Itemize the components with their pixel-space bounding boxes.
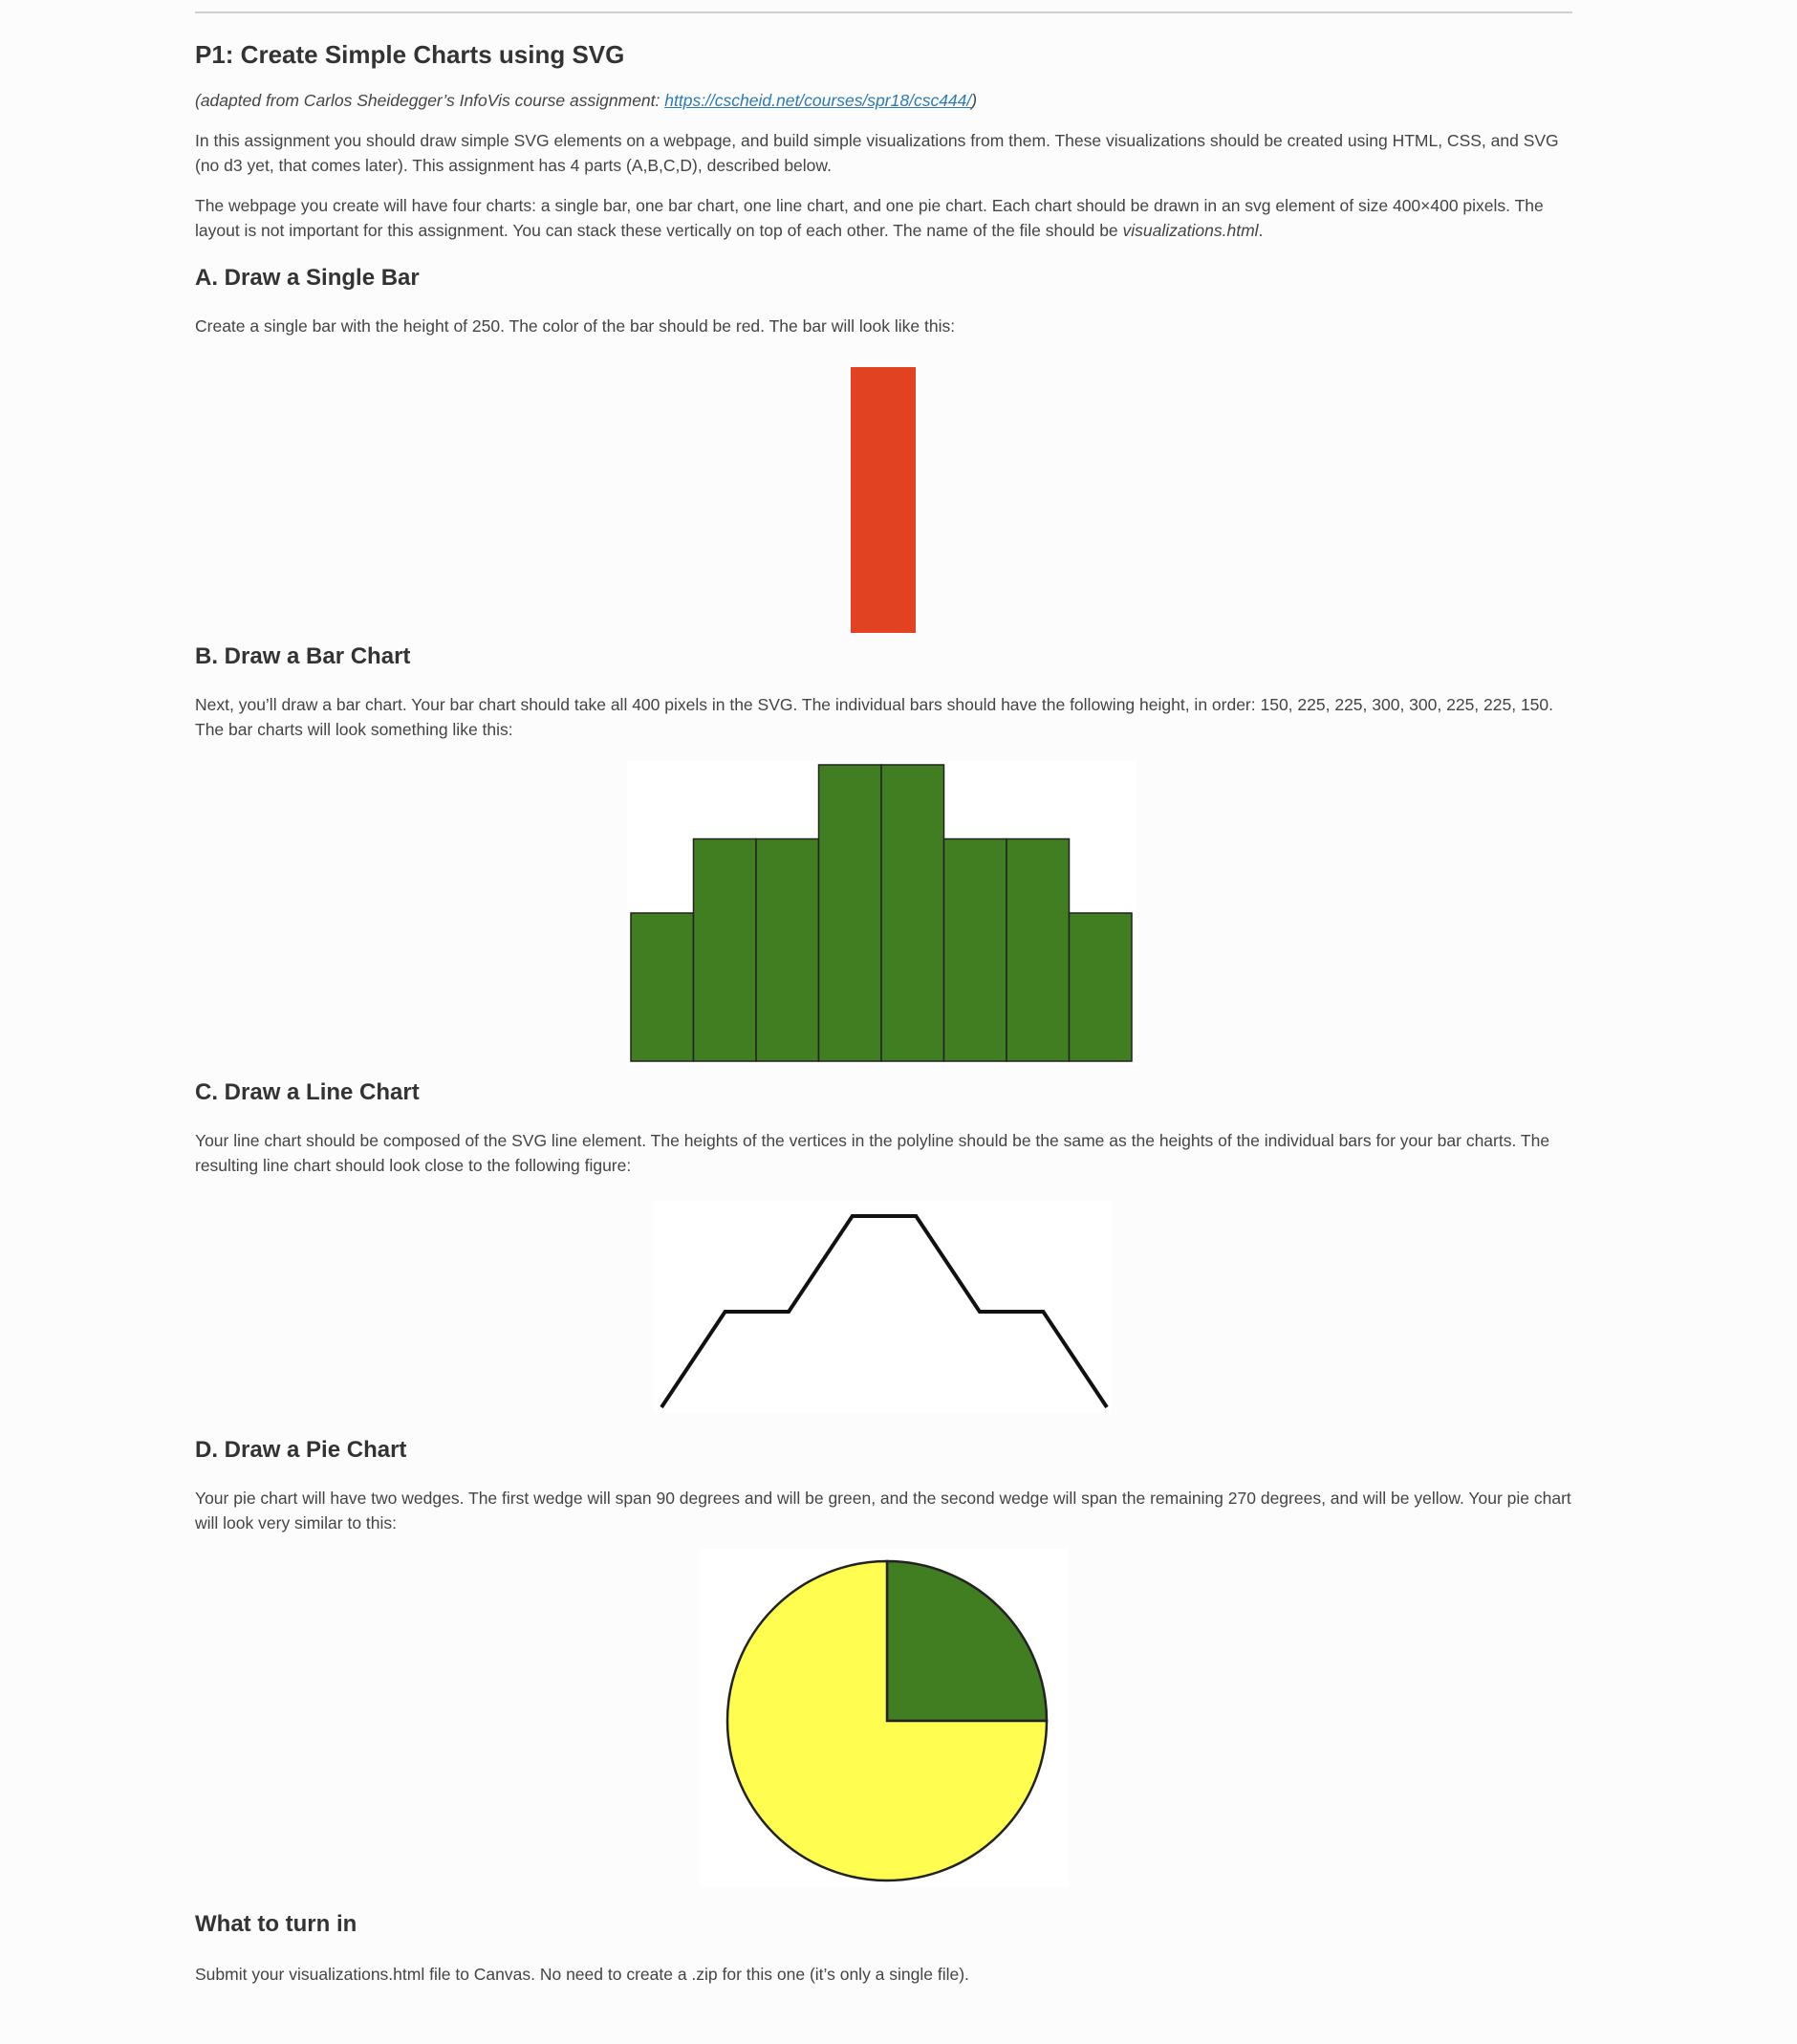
bar-2 — [692, 837, 757, 1062]
pie-slice-1 — [885, 1559, 1049, 1723]
bar-8 — [1068, 912, 1133, 1062]
layout-text-after: . — [1258, 221, 1264, 240]
single-bar-chart — [851, 367, 916, 633]
single-bar-figure — [195, 350, 1572, 637]
line-series — [660, 1214, 1109, 1409]
pie-chart — [700, 1549, 1069, 1887]
document-page: P1: Create Simple Charts using SVG (adap… — [195, 0, 1572, 1987]
top-divider — [195, 11, 1572, 13]
section-d-text: Your pie chart will have two wedges. The… — [195, 1489, 1571, 1533]
filename-text: visualizations.html — [1122, 221, 1259, 240]
turn-in-text: Submit your visualizations.html file to … — [195, 1965, 969, 1984]
bar-6 — [942, 837, 1007, 1062]
bar-1 — [630, 912, 695, 1062]
credit-note: (adapted from Carlos Sheidegger’s InfoVi… — [195, 88, 1572, 113]
pie-slice-2 — [725, 1559, 1049, 1882]
line-chart-figure — [195, 1201, 1572, 1415]
course-link[interactable]: https://cscheid.net/courses/spr18/csc444… — [664, 91, 972, 110]
single-bar — [851, 367, 916, 633]
section-c-heading: C. Draw a Line Chart — [195, 1079, 420, 1105]
section-a-text: Create a single bar with the height of 2… — [195, 316, 956, 336]
intro-paragraph: In this assignment you should draw simpl… — [195, 131, 1559, 175]
turn-in-heading: What to turn in — [195, 1911, 357, 1937]
credit-suffix: ) — [971, 91, 978, 110]
section-b-text: Next, you’ll draw a bar chart. Your bar … — [195, 695, 1554, 739]
line-chart — [654, 1201, 1111, 1413]
bar-chart-figure — [195, 753, 1572, 1065]
line-chart-background — [654, 1201, 1111, 1413]
pie-chart-figure — [195, 1549, 1572, 1887]
bar-4 — [817, 764, 882, 1062]
bar-5 — [880, 764, 945, 1062]
layout-text-before: The webpage you create will have four ch… — [195, 196, 1544, 240]
credit-prefix: (adapted from Carlos Sheidegger’s InfoVi… — [195, 91, 665, 110]
layout-paragraph: The webpage you create will have four ch… — [195, 193, 1572, 243]
bar-chart — [627, 761, 1137, 1065]
section-b-heading: B. Draw a Bar Chart — [195, 643, 411, 669]
section-a-heading: A. Draw a Single Bar — [195, 265, 420, 291]
section-c-text: Your line chart should be composed of th… — [195, 1131, 1550, 1175]
page-title: P1: Create Simple Charts using SVG — [195, 40, 625, 69]
section-d-heading: D. Draw a Pie Chart — [195, 1437, 407, 1463]
bar-3 — [755, 837, 820, 1062]
bar-7 — [1006, 837, 1071, 1062]
